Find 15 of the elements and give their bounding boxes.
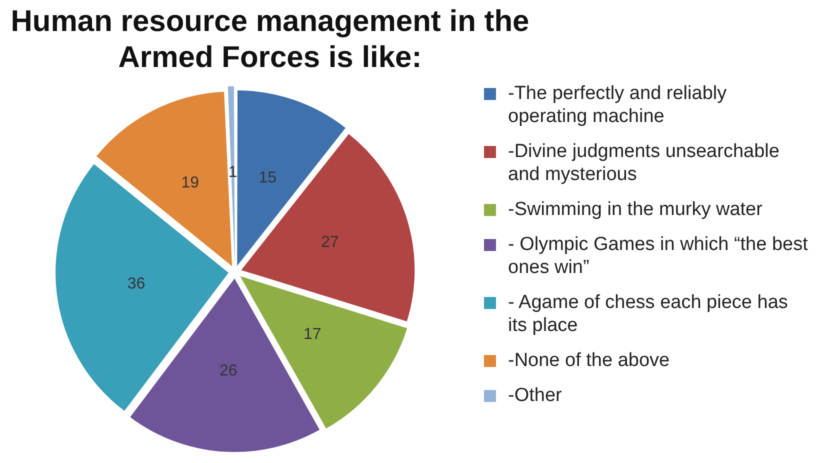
legend-label: - Agame of chess each piece has its place: [508, 291, 789, 337]
legend-label: -None of the above: [508, 349, 671, 372]
legend-label: -The perfectly and reliably operating machine: [508, 82, 728, 128]
legend-label: - Olympic Games in which “the best ones win”: [508, 233, 808, 279]
data-label: 15: [258, 169, 277, 186]
data-label: 27: [321, 234, 340, 251]
legend-label: -Divine judgments unsearchable and mysterious: [508, 140, 780, 186]
data-label: 26: [219, 362, 238, 380]
legend-label: -Swimming in the murky water: [508, 198, 764, 221]
legend-label: -Other: [508, 384, 563, 407]
data-label: 1: [228, 164, 238, 181]
data-label: 19: [181, 174, 200, 192]
chart-title: Human resource management in the Armed Forces is like:: [10, 4, 530, 76]
data-label: 36: [127, 276, 146, 293]
data-label: 17: [303, 326, 322, 343]
